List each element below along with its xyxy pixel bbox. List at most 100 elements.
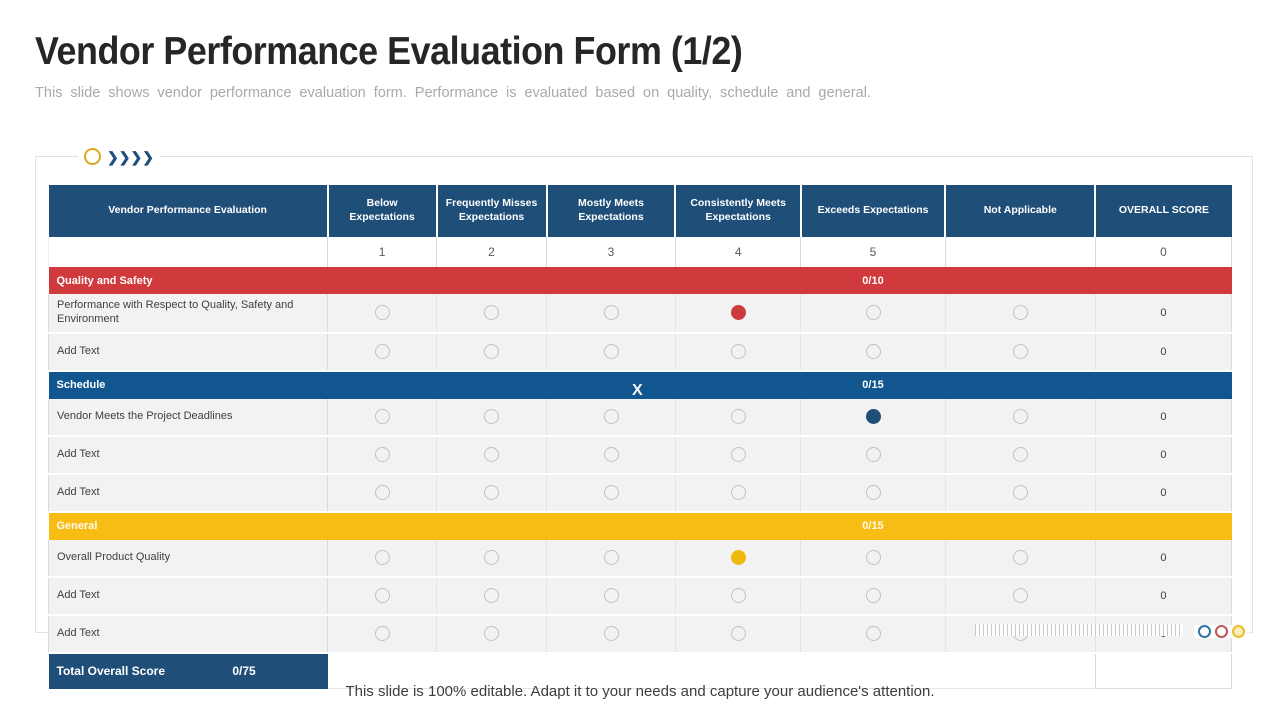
rating-cell: [436, 435, 548, 475]
radio-below-expectations[interactable]: [374, 550, 390, 565]
radio-selected-exceeds-expectations[interactable]: [865, 409, 881, 424]
bottom-circles-decoration: [1194, 625, 1249, 638]
radio-mostly-meets-expectations[interactable]: [603, 485, 619, 500]
radio-not-applicable[interactable]: [1012, 409, 1028, 424]
radio-frequently-misses-expectations[interactable]: [484, 550, 500, 565]
radio-mostly-meets-expectations[interactable]: [603, 344, 619, 359]
add-text-placeholder[interactable]: Add Text: [47, 576, 329, 616]
page-subtitle: This slide shows vendor performance eval…: [35, 83, 871, 101]
radio-frequently-misses-expectations[interactable]: [484, 344, 500, 359]
table-row: Overall Product Quality 0: [47, 539, 1233, 578]
radio-exceeds-expectations[interactable]: [865, 626, 881, 641]
rating-cell: [800, 473, 946, 513]
top-decoration: ❯❯❯❯: [78, 146, 160, 167]
row-overall-score: 0: [1095, 332, 1233, 372]
radio-exceeds-expectations[interactable]: [865, 550, 881, 565]
radio-frequently-misses-expectations[interactable]: [484, 485, 500, 500]
radio-below-expectations[interactable]: [374, 588, 390, 603]
row-overall-score: 0: [1095, 435, 1233, 475]
section-bar-general: General 0/15: [48, 511, 1232, 540]
radio-not-applicable[interactable]: [1012, 588, 1028, 603]
rating-cell: [327, 614, 438, 654]
radio-exceeds-expectations[interactable]: [865, 447, 881, 462]
radio-frequently-misses-expectations[interactable]: [484, 447, 500, 462]
rating-cell: [546, 332, 676, 372]
section-score: 0/10: [800, 267, 946, 294]
radio-frequently-misses-expectations[interactable]: [484, 409, 500, 424]
radio-selected-consistently-meets-expectations[interactable]: [730, 550, 746, 565]
radio-below-expectations[interactable]: [374, 626, 390, 641]
radio-not-applicable[interactable]: [1012, 344, 1028, 359]
radio-mostly-meets-expectations[interactable]: [603, 626, 619, 641]
points-cell: [47, 237, 329, 267]
radio-below-expectations[interactable]: [374, 344, 390, 359]
add-text-placeholder[interactable]: Add Text: [47, 473, 329, 513]
radio-exceeds-expectations[interactable]: [865, 305, 881, 321]
radio-below-expectations[interactable]: [374, 409, 390, 424]
total-score-cell: Total Overall Score 0/75: [48, 652, 328, 689]
rating-cell: [675, 576, 802, 616]
table-row: Performance with Respect to Quality, Saf…: [47, 294, 1233, 334]
radio-consistently-meets-expectations[interactable]: [730, 588, 746, 603]
rating-cell: [546, 614, 676, 654]
rating-cell: [675, 398, 802, 437]
points-cell: 4: [675, 237, 802, 267]
rating-cell: [546, 294, 676, 334]
radio-below-expectations[interactable]: [374, 447, 390, 462]
table-row: Add Text 0: [47, 576, 1233, 616]
radio-below-expectations[interactable]: [374, 485, 390, 500]
radio-mostly-meets-expectations[interactable]: [603, 588, 619, 603]
radio-consistently-meets-expectations[interactable]: [730, 485, 746, 500]
rating-cell: [675, 473, 802, 513]
radio-mostly-meets-expectations[interactable]: [603, 305, 619, 321]
radio-exceeds-expectations[interactable]: [865, 588, 881, 603]
circle-bullet-icon: [84, 148, 101, 165]
radio-consistently-meets-expectations[interactable]: [730, 409, 746, 424]
rating-cell: [436, 332, 548, 372]
rating-cell: [327, 576, 438, 616]
section-title: Quality and Safety: [48, 267, 801, 294]
add-text-placeholder[interactable]: Add Text: [47, 435, 329, 475]
radio-selected-consistently-meets-expectations[interactable]: [730, 305, 746, 321]
radio-exceeds-expectations[interactable]: [865, 344, 881, 359]
vendor-evaluation-table: Vendor Performance Evaluation Below Expec…: [47, 185, 1233, 689]
radio-not-applicable[interactable]: [1012, 447, 1028, 462]
section-title: General: [48, 511, 801, 540]
radio-consistently-meets-expectations[interactable]: [730, 447, 746, 462]
points-cell: 0: [1095, 237, 1233, 267]
page-title: Vendor Performance Evaluation Form (1/2): [35, 30, 743, 73]
rating-cell: [945, 398, 1096, 437]
rating-cell: [800, 294, 946, 334]
total-row-score-column: [1094, 652, 1233, 689]
radio-mostly-meets-expectations[interactable]: [603, 550, 619, 565]
rating-cell: [800, 614, 946, 654]
radio-consistently-meets-expectations[interactable]: [730, 344, 746, 359]
radio-mostly-meets-expectations[interactable]: [603, 447, 619, 462]
chevrons-icon: ❯❯❯❯: [107, 148, 154, 165]
radio-consistently-meets-expectations[interactable]: [730, 626, 746, 641]
table-row: Add Text 0: [47, 473, 1233, 513]
title-block: Vendor Performance Evaluation Form (1/2)…: [35, 30, 1235, 101]
rating-cell: [436, 294, 548, 334]
add-text-placeholder[interactable]: Add Text: [47, 614, 329, 654]
radio-exceeds-expectations[interactable]: [865, 485, 881, 500]
add-text-placeholder[interactable]: Add Text: [47, 332, 329, 372]
rating-cell: [800, 332, 946, 372]
rating-cell: [327, 398, 438, 437]
table-row: Add Text 0: [47, 332, 1233, 372]
row-overall-score: 0: [1095, 294, 1233, 334]
radio-mostly-meets-expectations[interactable]: [603, 409, 619, 424]
radio-frequently-misses-expectations[interactable]: [484, 305, 500, 321]
section-score: 0/15: [800, 370, 946, 399]
radio-frequently-misses-expectations[interactable]: [484, 626, 500, 641]
rating-cell: [546, 435, 676, 475]
row-overall-score: 0: [1095, 398, 1233, 437]
points-cell: 3: [546, 237, 676, 267]
radio-frequently-misses-expectations[interactable]: [484, 588, 500, 603]
rating-cell: [546, 473, 676, 513]
watermark-x: X: [632, 382, 643, 399]
radio-not-applicable[interactable]: [1012, 485, 1028, 500]
radio-below-expectations[interactable]: [374, 305, 390, 321]
radio-not-applicable[interactable]: [1012, 305, 1028, 321]
radio-not-applicable[interactable]: [1012, 550, 1028, 565]
